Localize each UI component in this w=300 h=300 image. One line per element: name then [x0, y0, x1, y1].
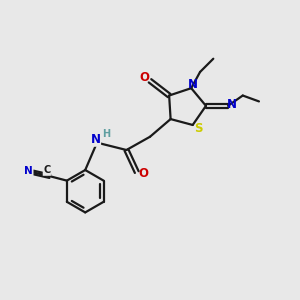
Text: C: C — [43, 165, 50, 175]
Text: N: N — [188, 78, 198, 91]
Text: O: O — [140, 71, 150, 84]
Text: H: H — [102, 129, 110, 140]
Text: O: O — [138, 167, 148, 180]
Text: N: N — [24, 166, 33, 176]
Text: N: N — [226, 98, 237, 111]
Text: N: N — [91, 133, 100, 146]
Text: S: S — [194, 122, 202, 135]
